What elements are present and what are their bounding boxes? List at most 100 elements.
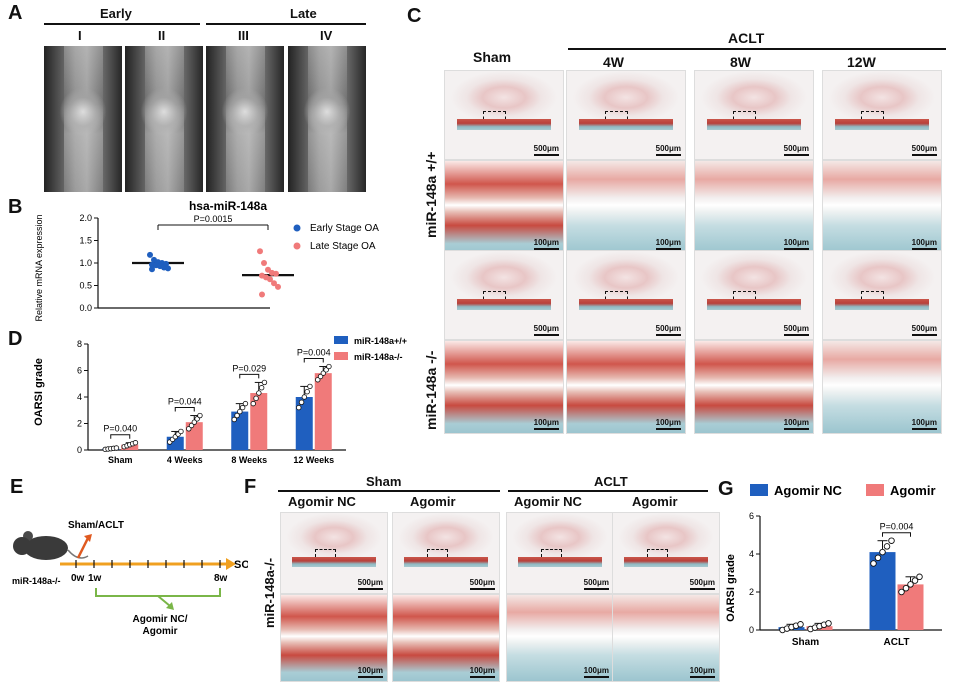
scale-bar-100: 100μm <box>911 238 938 250</box>
f-sham-line <box>278 490 500 492</box>
scale-bar-500: 500μm <box>911 324 938 336</box>
data-point <box>888 537 895 544</box>
chart-d-marks: P=0.040 P=0.044 P=0.029 P=0.004 <box>102 348 332 453</box>
histology-section: 500μm <box>822 250 942 340</box>
f-aclt: ACLT <box>594 474 628 489</box>
data-point <box>898 588 905 596</box>
histology-zoom: 100μm <box>566 160 686 254</box>
data-point <box>188 422 195 429</box>
data-point <box>275 283 281 290</box>
histology-zoom: 100μm <box>822 160 942 254</box>
data-point <box>165 265 171 272</box>
label-1w: 1w <box>88 573 102 584</box>
p-value: P=0.004 <box>880 522 914 532</box>
data-point <box>271 280 277 287</box>
data-point <box>257 248 263 255</box>
histology-zoom: 100μm <box>612 594 720 682</box>
label-agomir-2: Agomir <box>143 626 178 637</box>
label-sham-aclt: Sham/ACLT <box>68 520 124 531</box>
scale-bar-100: 100μm <box>783 238 810 250</box>
data-point <box>304 389 310 395</box>
xray-image <box>125 46 203 192</box>
data-point <box>113 445 120 451</box>
scale-bar-500: 500μm <box>469 578 496 590</box>
y-tick-label: 0 <box>749 625 754 635</box>
scale-bar-500: 500μm <box>655 324 682 336</box>
histology-zoom: 100μm <box>506 594 614 682</box>
legend-label-ko: miR-148a-/- <box>354 352 403 362</box>
data-point <box>273 270 279 277</box>
p-value: P=0.029 <box>232 363 266 373</box>
legend-label-late: Late Stage OA <box>310 241 376 252</box>
late-line <box>206 23 366 25</box>
bar <box>250 393 268 450</box>
x-tick-label: 4 Weeks <box>167 455 203 465</box>
histology-section: 500μm <box>822 70 942 160</box>
data-point <box>132 440 139 446</box>
x-tick-label: Sham <box>108 455 133 465</box>
col-time: 12W <box>847 54 876 70</box>
data-point <box>267 276 273 283</box>
data-point <box>261 379 268 386</box>
early-label: Early <box>100 6 132 21</box>
col-aclt: ACLT <box>728 30 765 46</box>
scale-bar-100: 100μm <box>533 238 560 250</box>
scale-bar-500: 500μm <box>911 144 938 156</box>
scale-bar-500: 500μm <box>583 578 610 590</box>
data-point <box>883 543 891 550</box>
data-point <box>259 291 265 298</box>
legend-label-wt: miR-148a+/+ <box>354 336 407 346</box>
chart-g-marks: P=0.004 <box>778 522 924 634</box>
label-8w: 8w <box>214 573 228 584</box>
y-tick-label: 2.0 <box>79 213 92 223</box>
y-tick-label: 8 <box>77 339 82 349</box>
histology-zoom: 100μm <box>392 594 500 682</box>
scale-bar-100: 100μm <box>583 666 610 678</box>
xray-image <box>206 46 284 192</box>
data-point <box>194 416 200 422</box>
zoom-region-box <box>732 290 756 305</box>
data-point <box>315 377 321 383</box>
zoom-region-box <box>604 110 628 125</box>
y-tick-label: 0 <box>77 445 82 455</box>
zoom-region-box <box>314 549 336 563</box>
sham-arrow <box>76 537 90 559</box>
data-point <box>825 620 832 627</box>
row-label-ko: miR-148a -/- <box>423 350 439 430</box>
y-tick-label: 1.0 <box>79 258 92 268</box>
significance-bracket <box>303 358 324 363</box>
col-time: 8W <box>730 54 751 70</box>
stage-label: II <box>158 28 166 43</box>
data-point <box>234 412 240 419</box>
chart-b-ylabel: Relative mRNA expression <box>34 214 44 321</box>
data-point <box>296 404 302 411</box>
data-point <box>323 367 329 373</box>
early-line <box>44 23 200 25</box>
zoom-region-box <box>482 290 506 305</box>
scale-bar-500: 500μm <box>655 144 682 156</box>
timeline-arrow-icon <box>226 558 236 570</box>
row-label-wt: miR-148a +/+ <box>423 151 439 238</box>
histology-zoom: 100μm <box>444 160 564 254</box>
data-point <box>326 363 332 370</box>
scale-bar-100: 100μm <box>469 666 496 678</box>
zoom-region-box <box>604 290 628 305</box>
data-point <box>301 394 308 400</box>
y-tick-label: 2 <box>77 419 82 429</box>
scale-bar-500: 500μm <box>533 324 560 336</box>
y-tick-label: 4 <box>77 392 82 402</box>
chart-b-axes: 0.0 0.5 1.0 1.5 2.0 <box>79 213 270 313</box>
scale-bar-100: 100μm <box>911 418 938 430</box>
panel-letter-f: F <box>244 476 257 498</box>
data-point <box>147 251 153 258</box>
panel-letter-a: A <box>8 2 23 24</box>
data-point <box>191 419 198 425</box>
histology-section: 500μm <box>612 512 720 594</box>
data-point <box>879 548 886 556</box>
y-tick-label: 1.5 <box>79 236 92 246</box>
data-point <box>307 383 313 390</box>
data-point <box>907 581 914 588</box>
histology-section: 500μm <box>566 70 686 160</box>
legend-marker-agomir <box>866 484 884 496</box>
xray-image <box>288 46 366 192</box>
